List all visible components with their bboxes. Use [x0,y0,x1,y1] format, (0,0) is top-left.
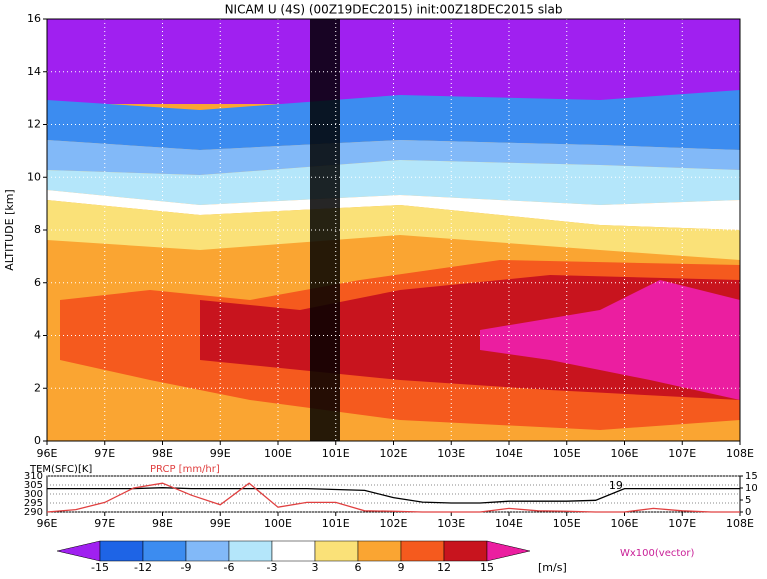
colorbar-label: 6 [355,561,362,574]
colorbar-label: -6 [224,561,235,574]
y-tick-label: 295 [24,498,43,509]
colorbar-cell [357,540,402,562]
x-tick-label: 107E [668,447,696,460]
y-tick-label: 4 [34,329,41,342]
y-tick-label: 6 [34,276,41,289]
x-tick-label: 103E [437,517,465,530]
x-tick-label: 108E [726,447,754,460]
colorbar-cell [443,540,488,562]
colorbar-cell [185,540,230,562]
x-tick-label: 97E [94,517,115,530]
x-tick-label: 97E [94,447,115,460]
colorbar-label: -15 [91,561,109,574]
colorbar-cell [271,540,316,562]
x-tick-label: 102E [380,517,408,530]
x-tick-label: 108E [726,517,754,530]
x-tick-label: 105E [553,447,581,460]
y-tick-label: 8 [34,223,41,236]
y2-tick-label: 5 [745,495,751,506]
x-tick-label: 96E [37,517,58,530]
plot-frame [46,18,741,442]
y-axis-label: ALTITUDE [km] [3,189,16,270]
annotation: 19 [609,479,623,492]
y2-tick-label: 10 [745,483,758,494]
colorbar-cell [400,540,445,562]
x-tick-label: 106E [611,517,639,530]
legend-label: TEM(SFC)[K] [29,464,92,475]
x-tick-label: 104E [495,447,523,460]
x-tick-label: 105E [553,517,581,530]
colorbar-label: -3 [267,561,278,574]
x-tick-label: 98E [152,447,173,460]
x-tick-label: 101E [322,447,350,460]
y-tick-label: 14 [27,65,41,78]
x-tick-label: 102E [380,447,408,460]
chart-title: NICAM U (4S) (00Z19DEC2015) init:00Z18DE… [225,3,563,17]
x-tick-label: 98E [152,517,173,530]
contour-field [47,19,740,441]
colorbar-label: -9 [181,561,192,574]
y-tick-label: 16 [27,12,41,25]
x-tick-label: 107E [668,517,696,530]
y2-tick-label: 0 [745,507,751,518]
panel-frame [46,475,741,513]
legend-label: PRCP [mm/hr] [150,464,220,475]
x-tick-label: 99E [210,517,231,530]
colorbar-label: 3 [312,561,319,574]
y-tick-label: 290 [24,507,43,518]
series-line [46,482,740,513]
y-tick-label: 305 [24,480,43,491]
x-tick-label: 104E [495,517,523,530]
y-tick-label: 12 [27,118,41,131]
colorbar-label: 9 [398,561,405,574]
x-tick-label: 103E [437,447,465,460]
colorbar-label: -12 [134,561,152,574]
colorbar-unit: [m/s] [538,561,567,574]
colorbar-cell [314,540,359,562]
series-line [47,487,740,504]
colorbar-cell [142,540,187,562]
vector-note: Wx100(vector) [620,548,695,559]
colorbar-cell [486,540,531,562]
y-tick-label: 300 [24,489,43,500]
colorbar-cell [99,540,144,562]
colorbar-label: 15 [480,561,494,574]
x-tick-label: 106E [611,447,639,460]
colorbar-cell [56,540,101,562]
y-tick-label: 10 [27,170,41,183]
x-tick-label: 99E [210,447,231,460]
x-tick-label: 96E [37,447,58,460]
colorbar-label: 12 [437,561,451,574]
y-tick-label: 2 [34,381,41,394]
x-tick-label: 100E [264,447,292,460]
y-tick-label: 310 [24,471,43,482]
colorbar-cell [228,540,273,562]
y-tick-label: 0 [34,434,41,447]
x-tick-label: 100E [264,517,292,530]
y2-tick-label: 15 [745,471,758,482]
x-tick-label: 101E [322,517,350,530]
